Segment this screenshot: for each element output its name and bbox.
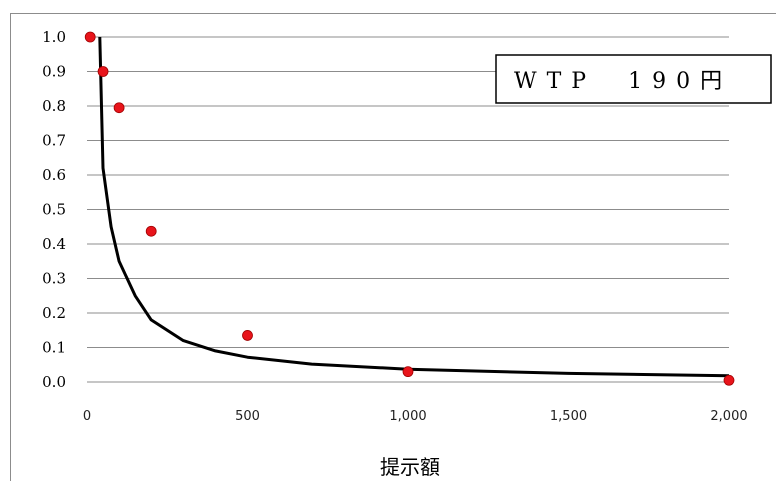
x-axis-label: 提示額 [380, 455, 440, 479]
x-tick-labels: 0 500 1,000 1,500 2,000 [83, 409, 748, 424]
y-tick-label: 0.4 [42, 235, 66, 253]
annotation-text: WTP 190円 [514, 69, 732, 94]
data-points [84, 31, 735, 386]
y-tick-label: 0.8 [42, 97, 66, 115]
x-tick-label: 1,500 [550, 409, 587, 424]
data-point [97, 66, 109, 77]
chart-frame [10, 13, 776, 481]
annotation-box [495, 54, 772, 104]
x-tick-label: 2,000 [710, 409, 747, 424]
grid-lines [87, 36, 729, 383]
data-point [84, 31, 96, 43]
data-point [402, 366, 414, 378]
x-tick-label: 0 [83, 409, 91, 424]
y-tick-label: 1.0 [42, 28, 66, 46]
y-tick-label: 0.7 [42, 132, 66, 150]
x-tick-label: 1,000 [389, 409, 426, 424]
data-point [723, 374, 735, 386]
y-tick-labels: 0.0 0.1 0.2 0.3 0.4 0.5 0.6 0.7 0.8 0.9 1.0 [42, 28, 66, 391]
x-tick-label: 500 [235, 409, 260, 424]
y-tick-label: 0.3 [42, 270, 66, 288]
y-tick-label: 0.2 [42, 304, 66, 322]
wtp-annotation: WTP 190円 [495, 54, 772, 104]
data-point [145, 225, 157, 237]
data-point [242, 330, 253, 341]
y-tick-label: 0.6 [42, 166, 66, 184]
data-point [113, 102, 125, 114]
y-tick-label: 0.1 [42, 339, 66, 357]
y-tick-label: 0.9 [42, 63, 66, 81]
y-tick-label: 0.0 [42, 373, 66, 391]
y-tick-label: 0.5 [42, 201, 66, 219]
